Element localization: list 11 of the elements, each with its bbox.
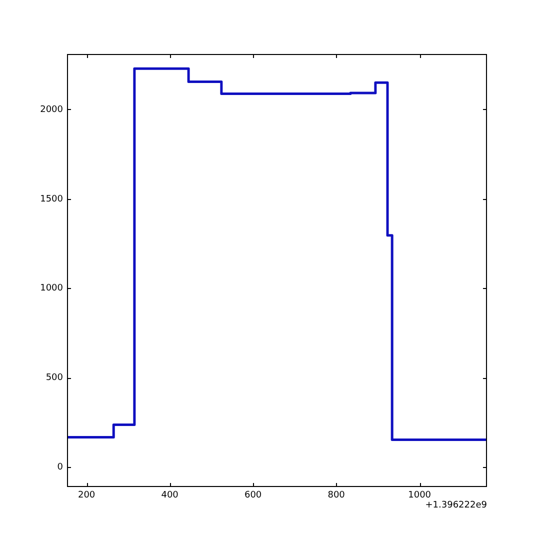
x-tick-label: 200 — [78, 490, 96, 501]
y-tick-label: 0 — [57, 462, 64, 473]
x-tick-label: 400 — [161, 490, 179, 501]
y-tick-label: 1000 — [40, 284, 64, 294]
y-tick-label: 2000 — [40, 104, 64, 115]
x-tick-label: 1000 — [408, 490, 432, 501]
x-tick-label: 600 — [244, 490, 262, 501]
x-tick-label: 800 — [328, 490, 346, 501]
y-tick-label: 500 — [46, 373, 64, 384]
text: +1.396222e9 — [425, 500, 488, 510]
y-tick-label: 1500 — [40, 194, 64, 204]
